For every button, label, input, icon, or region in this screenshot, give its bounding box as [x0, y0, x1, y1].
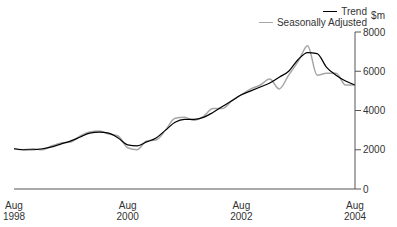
svg-text:Aug2004: Aug2004: [344, 200, 367, 222]
svg-text:Aug2000: Aug2000: [117, 200, 140, 222]
svg-text:2000: 2000: [363, 144, 386, 155]
svg-text:8000: 8000: [363, 27, 386, 38]
svg-text:6000: 6000: [363, 66, 386, 77]
svg-text:Aug2002: Aug2002: [230, 200, 253, 222]
html-text:Trend: Trend: [341, 6, 367, 17]
svg-text:4000: 4000: [363, 105, 386, 116]
html-text:$m: $m: [371, 10, 385, 21]
html-text:Seasonally Adjusted: Seasonally Adjusted: [276, 17, 367, 28]
svg-text:Aug1998: Aug1998: [8, 200, 26, 222]
svg-text:0: 0: [363, 184, 369, 195]
